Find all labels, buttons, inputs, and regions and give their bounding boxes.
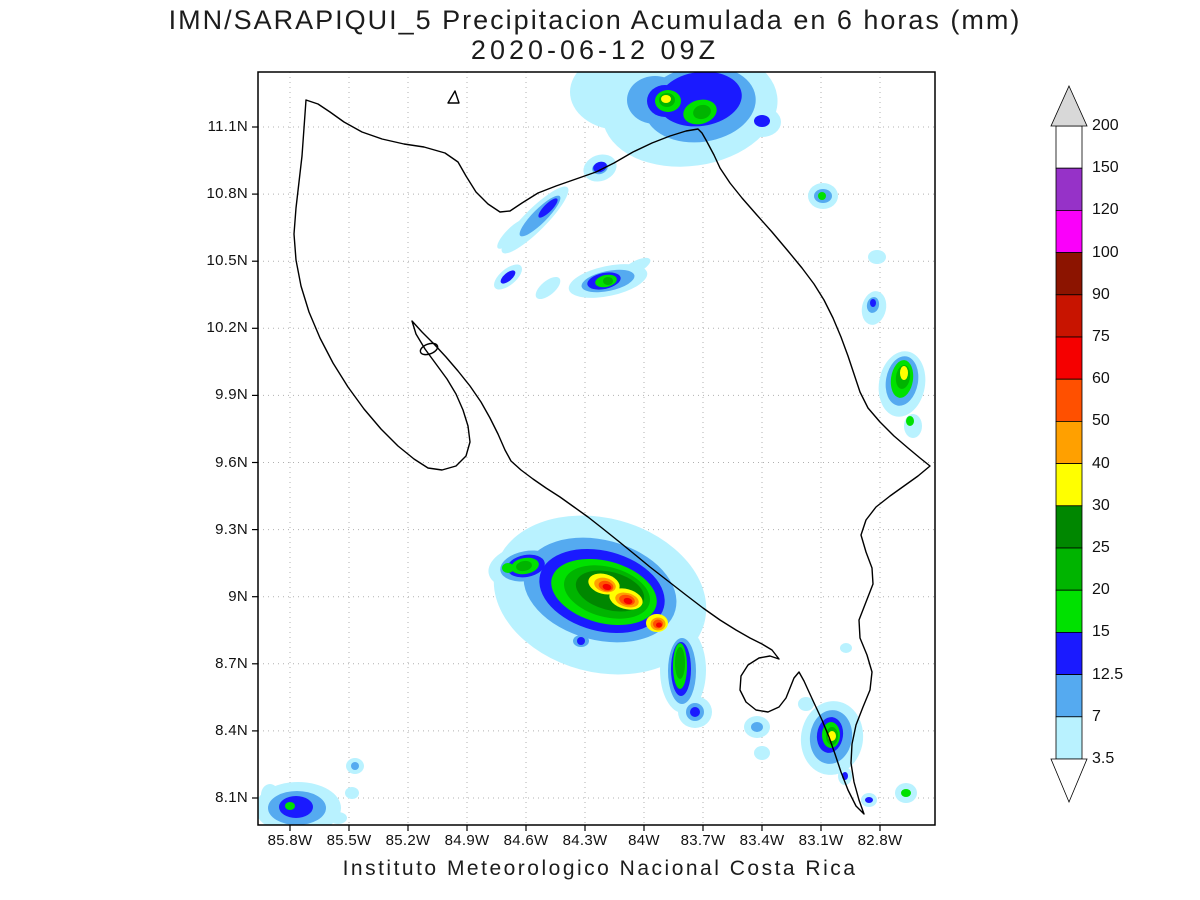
precip-blob [690,707,700,717]
colorbar [1050,85,1088,804]
colorbar-band [1055,463,1083,507]
colorbar-band [1055,209,1083,253]
precip-blob [754,746,770,760]
precip-blob [623,597,633,605]
colorbar-band [1055,294,1083,338]
precip-blob [798,697,814,711]
plot-subtitle: 2020-06-12 09Z [470,35,720,65]
colorbar-band [1055,252,1083,296]
colorbar-band [1055,674,1083,718]
colorbar-band [1055,378,1083,422]
precip-blob [868,250,886,264]
precip-blob [675,647,685,679]
colorbar-band [1055,716,1083,760]
footer-credit: Instituto Meteorologico Nacional Costa R… [342,857,858,880]
precip-blob [603,277,613,285]
precip-blob [502,563,514,573]
precip-blob [904,414,922,438]
precip-blob [901,789,911,797]
precip-blob [751,722,763,732]
precip-blob [661,95,671,103]
colorbar-arrow-bottom [1050,758,1088,804]
axis-ticks [252,126,881,831]
precip-blob [840,643,852,653]
precip-blob [900,366,908,380]
plot-title: IMN/SARAPIQUI_5 Precipitacion Acumulada … [168,5,1022,35]
precip-blob [906,416,914,426]
precip-blob [535,276,561,300]
colorbar-band [1055,336,1083,380]
colorbar-band [1055,632,1083,676]
precip-blob [345,787,359,799]
precip-blob [500,270,516,284]
colorbar-band [1055,589,1083,633]
precip-blob [658,72,742,127]
precip-blob [497,219,527,249]
colorbar-band [1055,505,1083,549]
colorbar-arrow-top [1050,85,1088,127]
precip-blob [818,192,826,200]
precip-blob [538,198,558,218]
precip-blob [285,802,295,810]
precip-blob [656,622,662,628]
lake-islet-outline [447,90,460,104]
precip-field [258,72,926,825]
colorbar-band [1055,547,1083,591]
coastline [293,99,931,815]
precip-blob [870,299,876,307]
precip-blob [693,104,711,120]
island-outline [419,342,439,356]
coastline-group [293,90,931,815]
precip-blob [516,560,532,572]
precip-blob [351,762,359,770]
colorbar-band [1055,125,1083,169]
precip-blob [279,796,313,818]
colorbar-band [1055,420,1083,464]
precip-blob [754,115,770,127]
precip-blob [581,72,615,110]
precip-blob [865,797,873,803]
colorbar-band [1055,167,1083,211]
precip-blob [602,583,612,591]
map-frame [257,71,936,826]
precip-blob [577,637,585,645]
precip-blob [329,812,347,824]
precip-blob [593,161,607,173]
